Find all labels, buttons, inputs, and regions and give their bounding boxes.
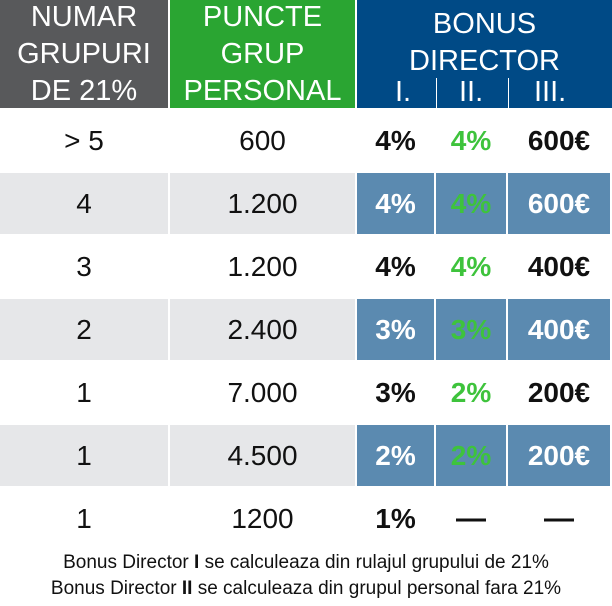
table-cell-bonus-2: 3% [436,299,508,362]
table-cell-groups: 1 [0,362,170,425]
table-cell-bonus-3: 200€ [508,425,612,488]
table-cell-bonus-2: 4% [436,110,508,173]
footnote-line-2: Bonus Director II se calculeaza din grup… [0,576,612,602]
table-cell-bonus-2: — [436,488,508,551]
header-col1-line2: GRUPURI [17,37,151,70]
table-cell-points: 600 [170,110,357,173]
footnote-1-post: se calculeaza din rulajul grupului de 21… [199,552,549,573]
table-cell-points: 1.200 [170,173,357,236]
table-cell-bonus-1: 4% [357,110,436,173]
footnote-1-pre: Bonus Director [63,552,195,573]
header-puncte-grup: PUNCTE GRUP PERSONAL [170,0,357,110]
table-cell-bonus-2: 4% [436,173,508,236]
table-cell-bonus-1: 4% [357,173,436,236]
footnotes: Bonus Director I se calculeaza din rulaj… [0,550,612,606]
header-col2-line3: PERSONAL [183,74,342,107]
footnote-1-level: I [194,552,200,573]
table-cell-bonus-3: 600€ [508,173,612,236]
table-cell-bonus-2: 2% [436,425,508,488]
table-cell-points: 7.000 [170,362,357,425]
table-cell-groups: 1 [0,488,170,551]
header-bonus-director: BONUS DIRECTOR I. II. III. [357,0,612,110]
table-cell-groups: 3 [0,236,170,299]
table-cell-groups: 2 [0,299,170,362]
table-cell-bonus-1: 3% [357,299,436,362]
table-cell-points: 1200 [170,488,357,551]
table-cell-bonus-3: 200€ [508,362,612,425]
footnote-2-level: II [181,578,193,599]
header-numar-grupuri: NUMAR GRUPURI DE 21% [0,0,170,110]
header-level-divider [508,78,509,110]
header-col1-line3: DE 21% [30,74,138,107]
header-level-1: I. [395,76,412,108]
table-cell-points: 4.500 [170,425,357,488]
header-col2-line1: PUNCTE [202,0,323,33]
table-cell-bonus-3: 400€ [508,236,612,299]
table-cell-bonus-3: 600€ [508,110,612,173]
table-cell-groups: 4 [0,173,170,236]
table-cell-bonus-1: 4% [357,236,436,299]
table-cell-bonus-2: 4% [436,236,508,299]
bonus-table: NUMAR GRUPURI DE 21% PUNCTE GRUP PERSONA… [0,0,612,551]
header-col2-line2: GRUP [220,37,305,70]
table-cell-points: 1.200 [170,236,357,299]
table-cell-groups: 1 [0,425,170,488]
header-level-2: II. [459,76,484,108]
header-level-3: III. [534,76,567,108]
footnote-line-1: Bonus Director I se calculeaza din rulaj… [0,550,612,576]
footnote-2-post: se calculeaza din grupul personal fara 2… [192,578,562,599]
table-cell-bonus-1: 3% [357,362,436,425]
table-cell-groups: > 5 [0,110,170,173]
header-bonus-title: BONUS DIRECTOR [357,6,612,80]
table-cell-bonus-3: — [508,488,612,551]
table-cell-bonus-2: 2% [436,362,508,425]
footnote-2-pre: Bonus Director [50,578,182,599]
table-cell-bonus-1: 1% [357,488,436,551]
table-cell-bonus-1: 2% [357,425,436,488]
header-bonus-line1: BONUS [432,8,537,40]
header-bonus-line2: DIRECTOR [409,45,560,77]
header-level-divider [436,78,437,110]
table-cell-points: 2.400 [170,299,357,362]
table-cell-bonus-3: 400€ [508,299,612,362]
header-col1-line1: NUMAR [30,0,138,33]
